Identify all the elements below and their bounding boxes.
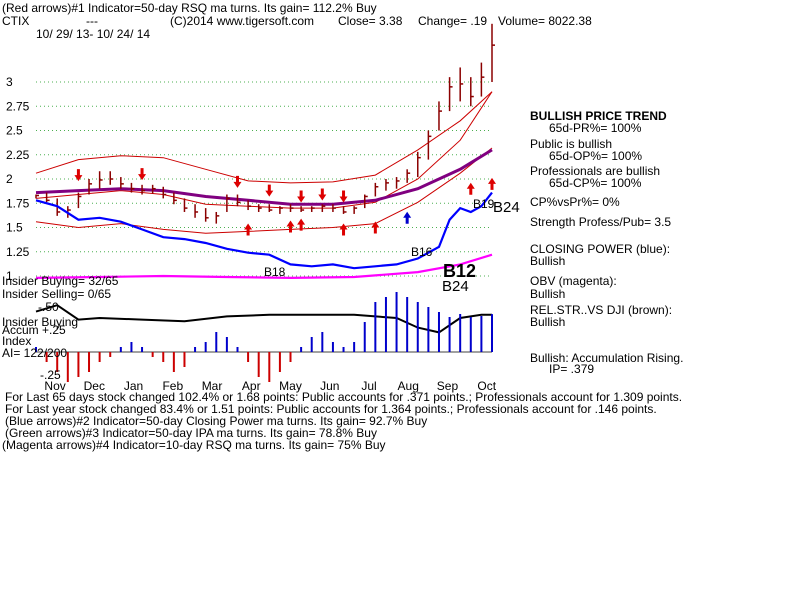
buy-arrow	[403, 211, 412, 224]
upper-band-line	[35, 91, 493, 184]
month-tick-label: Feb	[162, 379, 183, 393]
closing-power-state: Bullish	[530, 254, 566, 268]
minus-50-label: -.50	[38, 300, 59, 314]
relstr-state: Bullish	[530, 315, 566, 329]
sell-arrow	[138, 168, 147, 181]
public-bullish: Public is bullish	[530, 137, 613, 151]
buy-arrow	[466, 182, 475, 195]
relstr-title: REL.STR..VS DJI (brown):	[530, 303, 673, 317]
month-tick-label: Apr	[242, 379, 261, 393]
closing-power-title: CLOSING POWER (blue):	[530, 242, 671, 256]
month-tick-label: Dec	[84, 379, 105, 393]
header-indicator-line: (Red arrows)#1 Indicator=50-day RSQ ma t…	[2, 1, 377, 15]
price-tick-label: 2.75	[6, 99, 30, 113]
copyright-label: (C)2014 www.tigersoft.com	[170, 14, 315, 28]
professionals-bullish: Professionals are bullish	[530, 164, 661, 178]
price-tick-label: 2.5	[6, 124, 23, 138]
b24-right-label: B24	[493, 199, 520, 216]
insider-selling-label: Insider Selling= 0/65	[2, 287, 112, 301]
close-label: Close= 3.38	[338, 14, 403, 28]
month-tick-label: Sep	[437, 379, 459, 393]
month-tick-label: Aug	[398, 379, 419, 393]
ip-value: IP= .379	[549, 362, 595, 376]
footer-magenta-arrows: (Magenta arrows)#4 Indicator=10-day RSQ …	[2, 438, 386, 452]
obv-state: Bullish	[530, 287, 566, 301]
dashes-label: ---	[86, 14, 98, 28]
volume-label: Volume= 8022.38	[498, 14, 592, 28]
obv-line	[35, 253, 493, 280]
b16-label: B16	[411, 245, 433, 259]
footer-year: For Last year stock changed 83.4% or 1.5…	[5, 402, 657, 416]
index-label: Index	[2, 334, 32, 348]
professionals-cp: 65d-CP%= 100%	[549, 176, 642, 190]
b19-label: B19	[473, 197, 495, 211]
trend-title: BULLISH PRICE TREND	[530, 109, 667, 123]
minus-25-label: -.25	[40, 368, 61, 382]
sell-arrow	[265, 184, 274, 197]
month-tick-label: Mar	[202, 379, 223, 393]
footer-green-arrows: (Green arrows)#3 Indicator=50-day IPA ma…	[5, 426, 377, 440]
month-tick-label: Oct	[477, 379, 496, 393]
insider-buying-label: Insider Buying= 32/65	[2, 274, 119, 288]
price-tick-label: 2	[6, 172, 13, 186]
price-tick-label: 1.5	[6, 221, 23, 235]
trend-pr: 65d-PR%= 100%	[549, 121, 642, 135]
strength-ratio: Strength Profess/Pub= 3.5	[530, 215, 672, 229]
buy-arrow	[371, 221, 380, 234]
price-tick-label: 1.75	[6, 196, 30, 210]
lower-band-line	[35, 147, 493, 234]
date-range-label: 10/ 29/ 13- 10/ 24/ 14	[36, 27, 151, 41]
buy-arrow	[297, 218, 306, 231]
b18-label: B18	[264, 265, 286, 279]
obv-title: OBV (magenta):	[530, 274, 617, 288]
accum-value-label: +.25	[42, 323, 66, 337]
month-tick-label: Nov	[44, 379, 65, 393]
insider-buying-2-label: Insider Buying	[2, 315, 79, 329]
month-tick-label: Jul	[361, 379, 376, 393]
month-tick-label: Jun	[320, 379, 339, 393]
ma-magenta-line	[35, 148, 493, 206]
rel-strength-line	[35, 304, 492, 334]
price-tick-label: 1.25	[6, 245, 30, 259]
sell-arrow	[233, 175, 242, 188]
buy-arrow	[244, 223, 253, 236]
sell-arrow	[297, 190, 306, 203]
cp-vs-pr: CP%vsPr%= 0%	[530, 195, 620, 209]
public-op: 65d-OP%= 100%	[549, 149, 643, 163]
price-tick-label: 1	[6, 269, 13, 283]
month-tick-label: Jan	[124, 379, 143, 393]
accum-title: Bullish: Accumulation Rising.	[530, 351, 684, 365]
sell-arrow	[339, 190, 348, 203]
change-label: Change= .19	[418, 14, 488, 28]
b24-lower-label: B24	[442, 278, 469, 295]
buy-arrow	[286, 220, 295, 233]
accum-label: Accum	[2, 323, 39, 337]
month-tick-label: May	[279, 379, 302, 393]
closing-power-line	[35, 191, 493, 270]
symbol-label: CTIX	[2, 14, 30, 28]
price-tick-label: 2.25	[6, 148, 30, 162]
footer-65d: For Last 65 days stock changed 102.4% or…	[5, 390, 683, 404]
sell-arrow	[318, 188, 327, 201]
b12-label: B12	[443, 261, 477, 281]
buy-arrow	[488, 177, 496, 190]
buy-arrow	[339, 223, 348, 236]
ai-label: AI= 122/200	[2, 346, 68, 360]
sell-arrow	[74, 169, 83, 182]
footer-blue-arrows: (Blue arrows)#2 Indicator=50-day Closing…	[5, 414, 428, 428]
price-tick-label: 3	[6, 75, 13, 89]
